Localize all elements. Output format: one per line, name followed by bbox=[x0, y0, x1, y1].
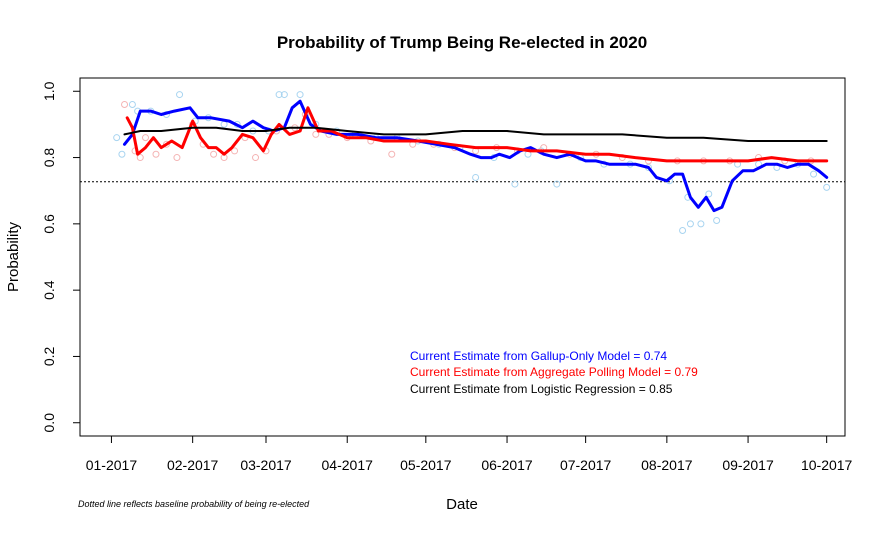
aggregate-point bbox=[210, 150, 218, 158]
y-tick-label: 0.6 bbox=[41, 214, 57, 234]
annotation-gallup: Current Estimate from Gallup-Only Model … bbox=[410, 349, 667, 363]
x-tick-label: 10-2017 bbox=[801, 457, 853, 473]
gallup-point bbox=[713, 217, 721, 225]
gallup-point bbox=[296, 91, 304, 99]
annotation-logistic: Current Estimate from Logistic Regressio… bbox=[410, 382, 673, 396]
gallup-point bbox=[679, 226, 687, 234]
aggregate-point bbox=[252, 154, 260, 162]
gallup-point bbox=[118, 150, 126, 158]
y-tick-label: 1.0 bbox=[41, 81, 57, 101]
gallup-point bbox=[113, 134, 121, 142]
gallup-point bbox=[697, 220, 705, 228]
baseline-note: Dotted line reflects baseline probabilit… bbox=[78, 499, 310, 509]
x-tick-label: 05-2017 bbox=[400, 457, 452, 473]
gallup-point bbox=[553, 180, 561, 188]
gallup-point bbox=[176, 91, 184, 99]
y-axis-label: Probability bbox=[5, 221, 22, 292]
logistic-regression-line bbox=[123, 126, 828, 142]
y-tick-label: 0.8 bbox=[41, 148, 57, 168]
gallup-point bbox=[275, 91, 283, 99]
aggregate-point bbox=[173, 154, 181, 162]
gallup-point bbox=[823, 183, 831, 191]
series-lines bbox=[123, 99, 829, 213]
gallup-point bbox=[220, 120, 228, 128]
aggregate-point bbox=[388, 150, 396, 158]
aggregate-point bbox=[162, 140, 170, 148]
x-tick-label: 03-2017 bbox=[240, 457, 292, 473]
y-tick-label: 0.4 bbox=[41, 280, 57, 300]
x-tick-label: 06-2017 bbox=[481, 457, 533, 473]
y-axis: 0.0 0.2 0.4 0.6 0.8 1.0 bbox=[41, 81, 81, 433]
x-tick-label: 02-2017 bbox=[167, 457, 219, 473]
aggregate-model-line bbox=[125, 106, 829, 163]
aggregate-point bbox=[312, 130, 320, 138]
gallup-point bbox=[705, 190, 713, 198]
aggregate-point bbox=[121, 101, 129, 109]
x-axis: 01-2017 02-2017 03-2017 04-2017 05-2017 06-20… bbox=[86, 435, 853, 473]
x-tick-label: 01-2017 bbox=[86, 457, 138, 473]
x-tick-label: 04-2017 bbox=[322, 457, 374, 473]
y-tick-label: 0.2 bbox=[41, 347, 57, 367]
chart-title: Probability of Trump Being Re-elected in… bbox=[277, 33, 647, 52]
gallup-point bbox=[280, 91, 288, 99]
x-axis-label: Date bbox=[446, 496, 478, 513]
aggregate-point bbox=[152, 150, 160, 158]
gallup-point bbox=[472, 173, 480, 181]
x-tick-label: 07-2017 bbox=[560, 457, 612, 473]
gallup-point bbox=[128, 101, 136, 109]
gallup-point bbox=[686, 220, 694, 228]
x-tick-label: 08-2017 bbox=[641, 457, 693, 473]
gallup-point bbox=[511, 180, 519, 188]
x-tick-label: 09-2017 bbox=[722, 457, 774, 473]
gallup-point bbox=[810, 170, 818, 178]
aggregate-point bbox=[136, 154, 144, 162]
aggregate-point bbox=[231, 147, 239, 155]
annotation-aggregate: Current Estimate from Aggregate Polling … bbox=[410, 365, 698, 379]
aggregate-point bbox=[141, 134, 149, 142]
y-tick-label: 0.0 bbox=[41, 413, 57, 433]
gallup-points bbox=[113, 91, 831, 234]
gallup-model-line bbox=[123, 99, 829, 213]
